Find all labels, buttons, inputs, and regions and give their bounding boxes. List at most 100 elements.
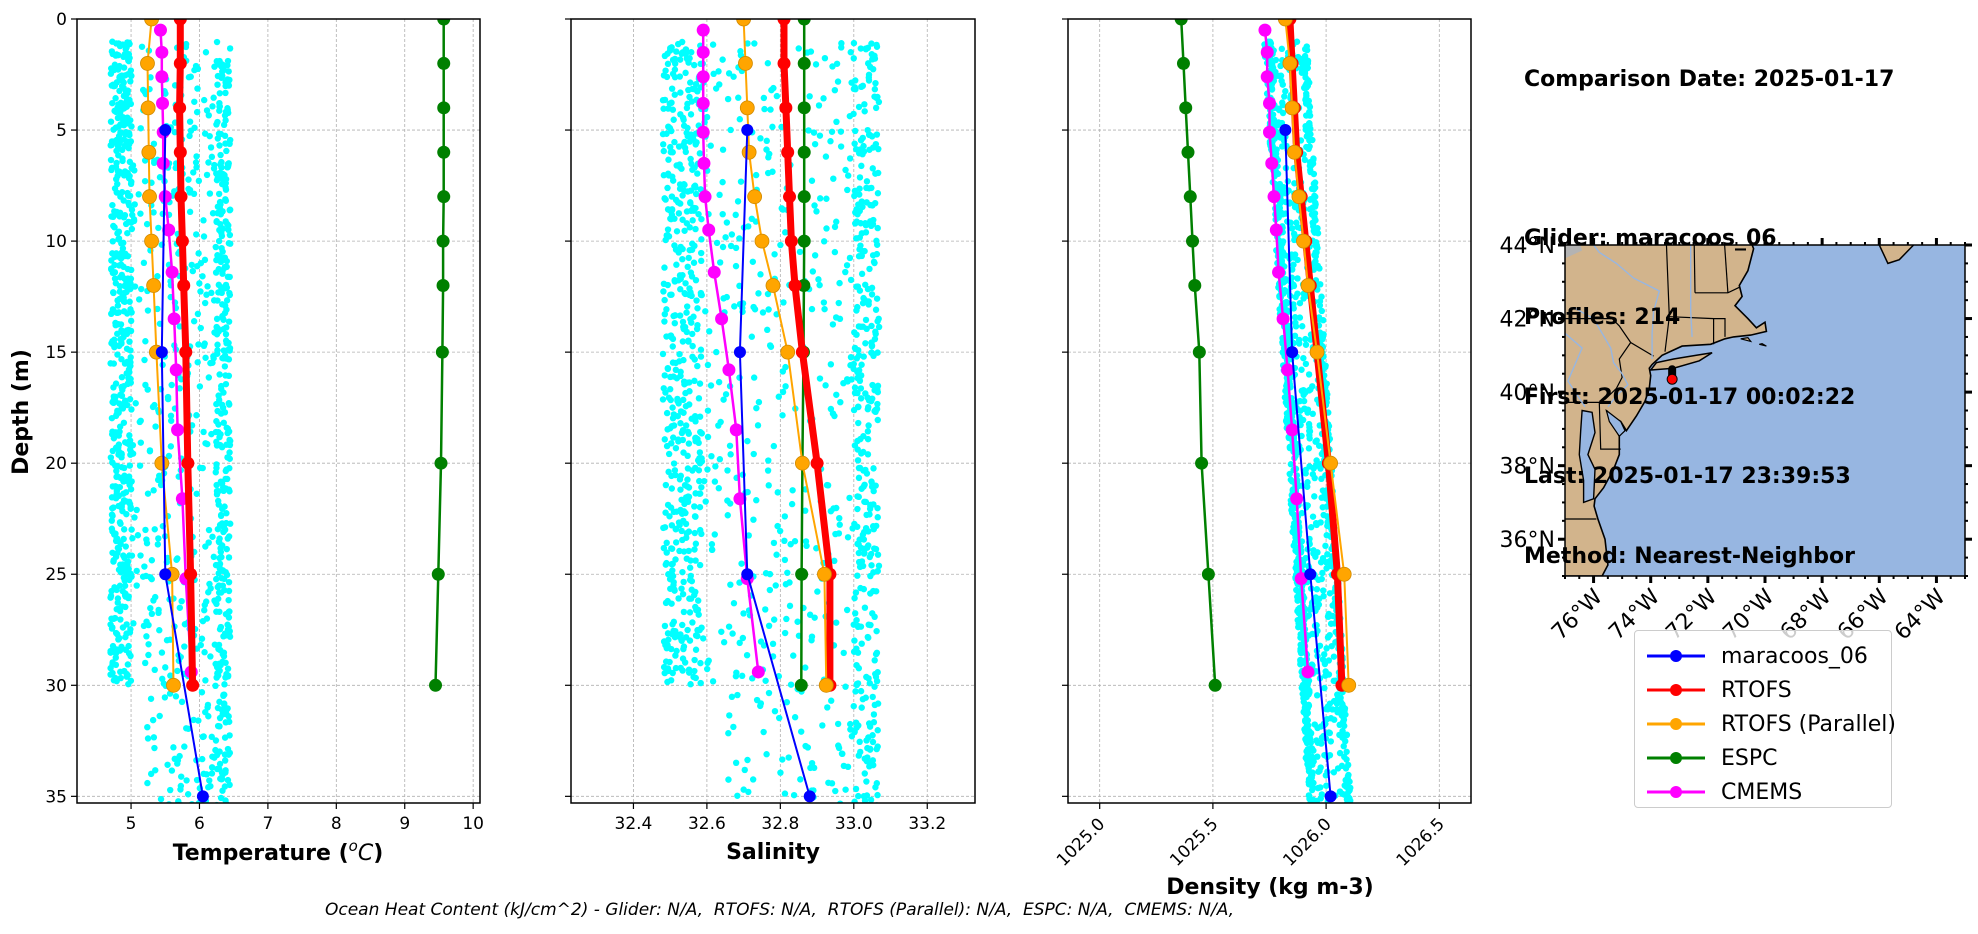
density-point-cmems xyxy=(1260,45,1274,59)
scatter-point xyxy=(220,487,227,494)
scatter-point xyxy=(151,401,158,409)
scatter-point xyxy=(853,307,860,314)
scatter-point xyxy=(697,249,705,257)
salinity-point-rtofs-parallel xyxy=(754,233,770,249)
scatter-point xyxy=(760,728,767,736)
scatter-point xyxy=(679,255,686,263)
scatter-point xyxy=(185,725,192,732)
scatter-point xyxy=(128,449,135,456)
density-point-espc xyxy=(1195,456,1209,470)
scatter-point xyxy=(118,643,125,651)
scatter-point xyxy=(1305,102,1313,109)
scatter-point xyxy=(863,778,870,785)
scatter-point xyxy=(123,283,130,290)
scatter-point xyxy=(128,526,135,533)
scatter-point xyxy=(1295,595,1302,603)
scatter-point xyxy=(754,422,762,429)
scatter-point xyxy=(705,657,712,664)
scatter-point xyxy=(702,308,709,315)
scatter-point xyxy=(1344,793,1352,800)
scatter-point xyxy=(713,348,720,356)
scatter-point xyxy=(226,718,233,725)
scatter-point xyxy=(689,342,696,350)
scatter-point xyxy=(152,423,159,430)
scatter-point xyxy=(205,713,212,720)
scatter-point xyxy=(127,677,135,684)
scatter-point xyxy=(660,280,668,288)
scatter-point xyxy=(677,486,684,493)
y-axis-label: Depth (m) xyxy=(9,349,34,475)
scatter-point xyxy=(691,182,699,189)
scatter-point xyxy=(1307,759,1314,766)
salinity-glider-scatter xyxy=(659,38,883,803)
scatter-point xyxy=(808,177,816,184)
scatter-point xyxy=(170,744,177,751)
scatter-point xyxy=(210,353,217,360)
scatter-point xyxy=(854,437,861,445)
scatter-point xyxy=(713,239,721,247)
scatter-point xyxy=(200,770,207,778)
scatter-point xyxy=(668,631,676,638)
scatter-point xyxy=(1307,386,1314,393)
scatter-point xyxy=(858,640,865,647)
scatter-point xyxy=(858,450,865,457)
scatter-point xyxy=(216,142,223,149)
scatter-point xyxy=(134,532,142,539)
temperature-x-tick-label: 9 xyxy=(399,814,410,834)
scatter-point xyxy=(855,464,863,472)
scatter-point xyxy=(150,209,157,216)
scatter-point xyxy=(116,295,123,303)
scatter-point xyxy=(1305,677,1313,684)
river xyxy=(1592,245,1661,359)
scatter-point xyxy=(688,586,695,593)
scatter-point xyxy=(123,44,130,51)
scatter-point xyxy=(749,776,757,783)
scatter-point xyxy=(720,639,728,646)
scatter-point xyxy=(137,417,144,424)
scatter-point xyxy=(827,138,834,145)
scatter-point xyxy=(856,174,864,181)
scatter-point xyxy=(677,664,684,672)
scatter-point xyxy=(114,230,121,237)
scatter-point xyxy=(660,72,668,79)
scatter-point xyxy=(1278,246,1285,254)
scatter-point xyxy=(686,609,694,616)
density-point-espc xyxy=(1181,145,1195,159)
scatter-point xyxy=(1291,251,1299,258)
scatter-point xyxy=(670,434,677,441)
scatter-point xyxy=(1317,559,1325,566)
density-series-espc xyxy=(1174,19,1222,692)
scatter-point xyxy=(710,70,717,78)
scatter-point xyxy=(156,627,163,634)
scatter-point xyxy=(668,600,675,607)
scatter-point xyxy=(215,237,223,245)
density-panel: 1025.0 1025.5 1026.0 1026.5 xyxy=(1053,18,1472,871)
scatter-point xyxy=(122,590,129,597)
salinity-x-tick-label: 33.2 xyxy=(908,814,946,834)
scatter-point xyxy=(698,257,705,265)
scatter-point xyxy=(861,528,868,536)
temperature-point-espc xyxy=(435,345,449,359)
scatter-point xyxy=(664,226,672,233)
scatter-point xyxy=(668,291,675,298)
scatter-point xyxy=(129,535,136,542)
island xyxy=(1740,337,1753,343)
scatter-point xyxy=(680,608,688,616)
scatter-point xyxy=(1325,657,1333,664)
salinity-point-espc xyxy=(797,190,811,204)
scatter-point xyxy=(223,710,230,718)
scatter-point xyxy=(869,693,876,701)
scatter-point xyxy=(122,543,129,550)
scatter-point xyxy=(680,323,687,331)
density-point-cmems xyxy=(1285,423,1299,437)
scatter-point xyxy=(696,460,704,467)
scatter-point xyxy=(869,738,877,746)
scatter-point xyxy=(660,141,667,148)
scatter-point xyxy=(1316,302,1324,309)
scatter-point xyxy=(123,288,130,296)
scatter-point xyxy=(750,303,757,311)
scatter-point xyxy=(111,275,119,282)
scatter-point xyxy=(680,378,688,385)
scatter-point xyxy=(773,92,781,100)
scatter-point xyxy=(198,635,206,642)
